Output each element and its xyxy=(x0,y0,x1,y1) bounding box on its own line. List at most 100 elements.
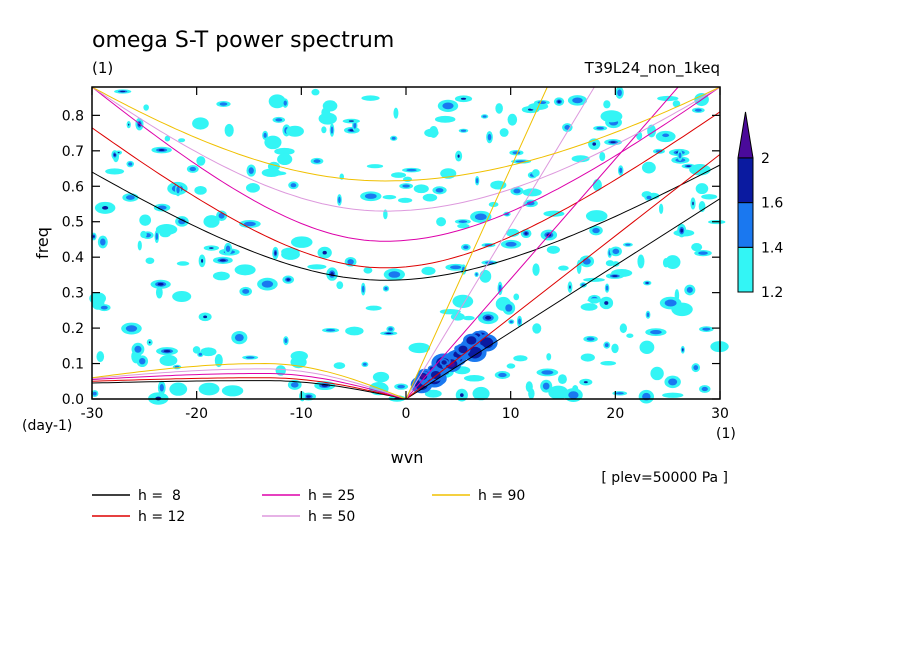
spectrum-blob xyxy=(393,107,399,119)
spectrum-blob xyxy=(450,265,462,270)
spectrum-blob xyxy=(498,372,507,378)
y-tick-label: 0.8 xyxy=(62,108,84,124)
spectrum-blob xyxy=(650,330,662,335)
spectrum-blob xyxy=(134,345,142,353)
spectrum-blob xyxy=(164,135,171,142)
spectrum-blob xyxy=(299,391,306,402)
x-tick-label: -10 xyxy=(290,406,313,422)
spectrum-blob xyxy=(680,228,684,233)
spectrum-blob xyxy=(611,343,619,354)
spectrum-blob xyxy=(307,264,327,270)
spectrum-blob xyxy=(176,261,190,266)
spectrum-blob xyxy=(484,243,493,247)
spectrum-blob xyxy=(424,128,439,138)
spectrum-blob xyxy=(509,320,513,324)
spectrum-blob xyxy=(143,104,149,111)
spectrum-blob xyxy=(599,151,606,162)
spectrum-blob xyxy=(148,341,151,344)
legend: h = 8 h = 12 h = 25 h = 50 h = 90 xyxy=(92,488,525,525)
spectrum-blob xyxy=(513,293,520,301)
spectrum-blob xyxy=(572,97,583,104)
spectrum-blob xyxy=(615,392,624,395)
spectrum-blob xyxy=(505,304,513,312)
spectrum-blob xyxy=(363,267,373,274)
spectrum-blob xyxy=(457,223,470,229)
spectrum-blob xyxy=(348,120,354,122)
spectrum-blob xyxy=(694,108,702,112)
spectrum-blob xyxy=(592,142,597,146)
spectrum-blob xyxy=(678,152,682,159)
spectrum-blob xyxy=(604,343,609,348)
spectrum-blob xyxy=(499,128,509,137)
spectrum-blob xyxy=(639,340,655,355)
spectrum-blob xyxy=(583,381,588,384)
spectrum-blob xyxy=(158,149,165,152)
spectrum-blob xyxy=(284,338,288,344)
spectrum-blob xyxy=(169,382,188,396)
spectrum-blob xyxy=(225,245,231,252)
y-tick-label: 0.5 xyxy=(62,215,84,231)
colorbar-label: 2 xyxy=(761,151,770,167)
colorbar-segment xyxy=(737,202,754,248)
spectrum-blob xyxy=(526,201,535,206)
spectrum-blob xyxy=(128,162,133,166)
spectrum-blob xyxy=(322,100,338,112)
spectrum-blob xyxy=(311,88,320,96)
spectrum-blob xyxy=(482,115,487,118)
spectrum-blob xyxy=(580,353,595,362)
spectrum-blob xyxy=(568,391,579,399)
x-tick-label: -20 xyxy=(185,406,208,422)
spectrum-blob xyxy=(695,183,709,195)
spectrum-blob xyxy=(479,269,492,283)
spectrum-blob xyxy=(458,220,468,223)
spectrum-blob xyxy=(485,261,494,264)
spectrum-blob xyxy=(125,325,138,332)
rossby-curve xyxy=(92,368,407,399)
spectrum-blob xyxy=(485,315,492,320)
dispersion-curves xyxy=(92,87,720,399)
spectrum-blob xyxy=(263,132,267,138)
spectrum-blob xyxy=(218,212,225,219)
x-tick-label: 20 xyxy=(606,406,624,422)
spectrum-blob xyxy=(345,326,364,336)
spectrum-blob xyxy=(542,382,550,390)
legend-label: h = 50 xyxy=(308,509,355,525)
y-tick-label: 0.4 xyxy=(62,250,84,266)
spectrum-blob xyxy=(641,161,656,174)
spectrum-blob xyxy=(532,263,540,276)
spectrum-blob xyxy=(569,285,571,289)
spectrum-blob xyxy=(178,138,186,143)
inertia-gravity-curve xyxy=(92,87,720,212)
spectrum-blob xyxy=(435,188,444,193)
x-axis: -30 -20 -10 0 10 20 30 xyxy=(81,87,729,422)
spectrum-blob xyxy=(338,196,341,204)
spectrum-blob xyxy=(347,259,354,265)
spectrum-blob xyxy=(277,153,293,166)
spectrum-blob xyxy=(546,353,552,361)
spectrum-blob xyxy=(366,164,384,169)
spectrum-blob xyxy=(155,286,163,299)
spectrum-blob xyxy=(290,351,308,362)
spectrum-blob xyxy=(505,241,517,247)
spectrum-blob xyxy=(286,278,290,281)
spectrum-blob xyxy=(274,147,295,156)
spectrum-blob xyxy=(617,89,622,97)
spectrum-blob xyxy=(701,386,708,392)
spectrum-blob xyxy=(361,95,380,101)
kelvin-curve xyxy=(405,87,679,399)
spectrum-blob xyxy=(96,351,105,363)
spectrum-blob xyxy=(495,103,503,114)
spectrum-blob xyxy=(189,166,197,172)
spectrum-blob xyxy=(325,328,336,332)
y-units-label: (day-1) xyxy=(22,418,72,434)
spectrum-blob xyxy=(330,126,334,134)
spectrum-blob xyxy=(234,333,244,342)
spectrum-blob xyxy=(196,156,206,166)
spectrum-blob xyxy=(596,126,604,130)
spectrum-blob xyxy=(441,360,447,365)
spectrum-blob xyxy=(100,238,106,246)
colorbar-segment xyxy=(737,157,754,204)
kelvin-curve xyxy=(405,87,595,399)
spectrum-blob xyxy=(159,354,178,367)
